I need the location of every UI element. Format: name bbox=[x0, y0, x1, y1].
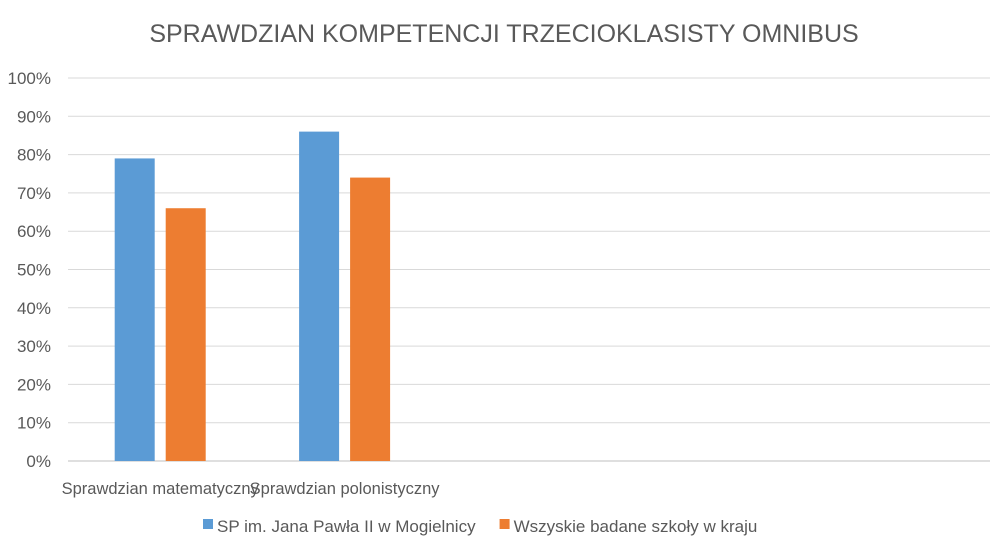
bar-1-2 bbox=[299, 131, 340, 461]
legend-swatch-2 bbox=[499, 519, 510, 529]
legend-swatch-1 bbox=[203, 519, 213, 529]
x-tick-label: Sprawdzian polonistyczny bbox=[250, 480, 441, 498]
y-tick-label: 70% bbox=[17, 184, 51, 203]
y-tick-label: 0% bbox=[26, 452, 51, 471]
y-axis: 0% 10% 20% 30% 40% 50% 60% 70% 80% 90% 100% bbox=[8, 69, 51, 471]
y-tick-label: 100% bbox=[8, 69, 51, 88]
bar-2-1 bbox=[165, 208, 206, 461]
gridlines bbox=[68, 77, 990, 462]
chart-title: SPRAWDZIAN KOMPETENCJI TRZECIOKLASISTY O… bbox=[149, 20, 858, 48]
y-tick-label: 30% bbox=[17, 337, 51, 356]
y-tick-label: 40% bbox=[17, 299, 51, 318]
legend: SP im. Jana Pawła II w Mogielnicy Wszyski… bbox=[203, 517, 757, 536]
y-tick-label: 80% bbox=[17, 146, 51, 165]
y-tick-label: 50% bbox=[17, 261, 51, 280]
legend-label-1: SP im. Jana Pawła II w Mogielnicy bbox=[217, 517, 476, 536]
bar-1-1 bbox=[114, 158, 155, 461]
y-tick-label: 60% bbox=[17, 222, 51, 241]
bars bbox=[114, 131, 391, 461]
x-tick-label: Sprawdzian matematyczny bbox=[62, 480, 260, 498]
y-tick-label: 20% bbox=[17, 375, 51, 394]
y-tick-label: 90% bbox=[17, 107, 51, 126]
y-tick-label: 10% bbox=[17, 414, 51, 433]
legend-label-2: Wszyskie badane szkoły w kraju bbox=[514, 517, 758, 536]
bar-2-2 bbox=[350, 177, 391, 461]
